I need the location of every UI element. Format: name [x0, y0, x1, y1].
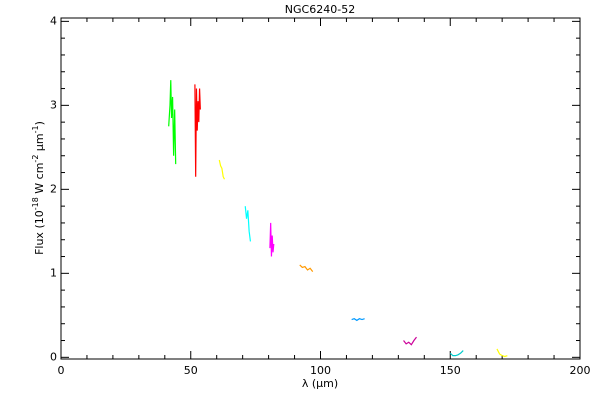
- spectrum-line: [168, 80, 177, 165]
- y-axis-label: Flux (10-18 W cm-2 μm-1): [31, 121, 46, 255]
- x-tick-label: 100: [310, 364, 331, 377]
- y-label-part: ): [33, 121, 46, 125]
- y-label-part: -18: [31, 197, 40, 210]
- spectrum-line: [194, 84, 201, 177]
- y-tick-label: 2: [50, 182, 57, 195]
- spectrum-line: [403, 336, 417, 346]
- spectrum-line: [449, 350, 464, 357]
- y-tick-label: 1: [50, 266, 57, 279]
- x-axis-label: λ (μm): [302, 377, 338, 390]
- spectrum-line: [244, 206, 252, 242]
- y-tick-label: 4: [50, 14, 57, 27]
- x-tick-label: 150: [440, 364, 461, 377]
- y-tick-label: 3: [50, 98, 57, 111]
- spectrum-line: [269, 222, 275, 257]
- y-label-part: μm: [33, 133, 46, 154]
- y-label-part: -1: [31, 125, 40, 133]
- x-tick-label: 0: [58, 364, 65, 377]
- y-label-part: W cm: [33, 163, 46, 198]
- y-tick-label: 0: [50, 350, 57, 363]
- x-tick-label: 200: [570, 364, 591, 377]
- spectrum-line: [218, 159, 226, 180]
- spectrum-line: [299, 264, 314, 273]
- spectrum-line: [351, 318, 365, 322]
- y-label-part: -2: [31, 155, 40, 163]
- x-tick-label: 50: [184, 364, 198, 377]
- y-label-part: Flux (10: [33, 210, 46, 255]
- chart-title: NGC6240-52: [285, 3, 355, 16]
- spectrum-line: [496, 348, 508, 358]
